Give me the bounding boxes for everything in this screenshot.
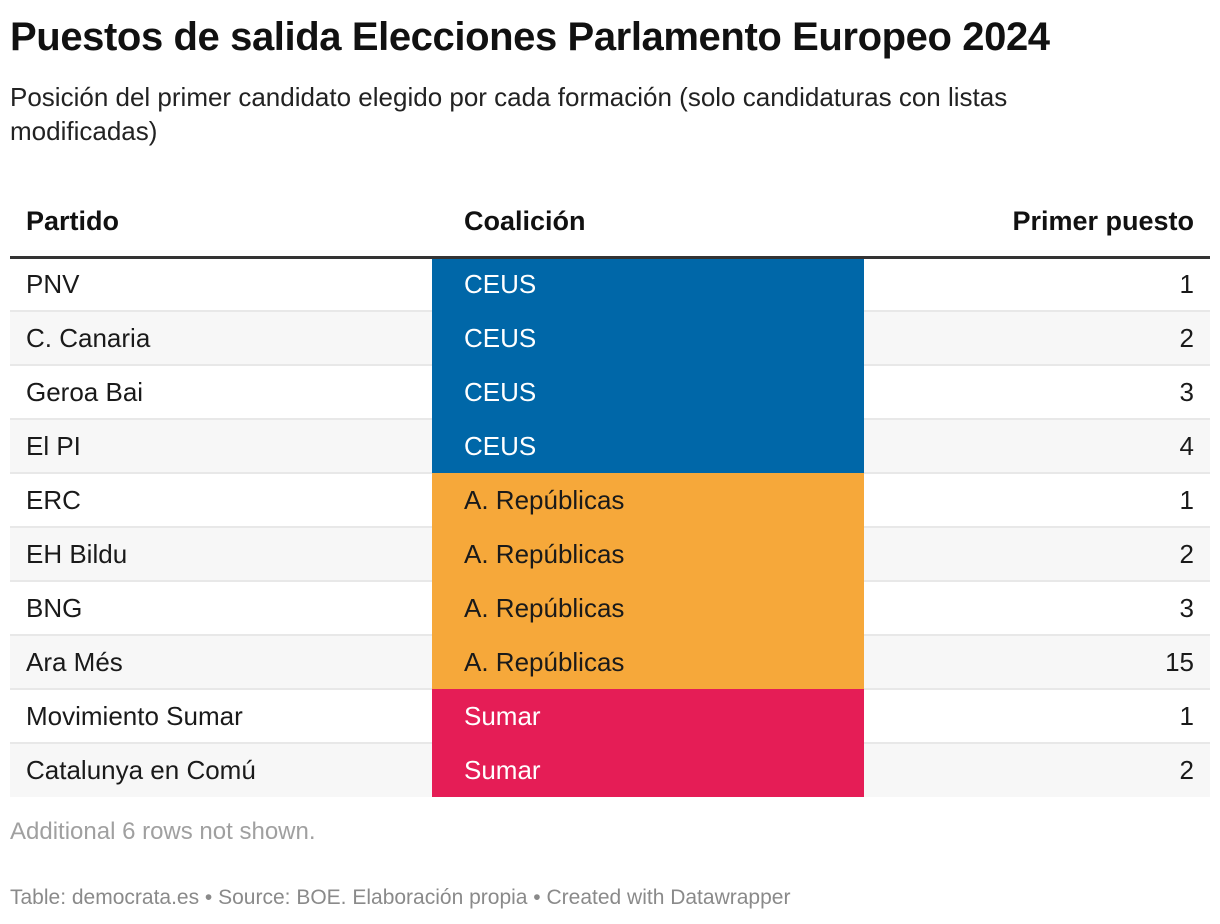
cell-coalicion: Sumar bbox=[432, 689, 864, 743]
cell-partido: EH Bildu bbox=[10, 527, 432, 582]
column-header-coalicion[interactable]: Coalición bbox=[432, 190, 864, 259]
cell-coalicion: A. Repúblicas bbox=[432, 581, 864, 635]
cell-coalicion: A. Repúblicas bbox=[432, 527, 864, 581]
table-row: EH Bildu A. Repúblicas 2 bbox=[10, 527, 1210, 582]
cell-partido: Ara Més bbox=[10, 635, 432, 690]
cell-primer-puesto: 2 bbox=[864, 311, 1210, 366]
table-row: El PI CEUS 4 bbox=[10, 419, 1210, 474]
header-row: Partido Coalición Primer puesto bbox=[10, 190, 1210, 259]
cell-partido: BNG bbox=[10, 581, 432, 636]
column-header-partido[interactable]: Partido bbox=[10, 190, 432, 259]
column-header-primer-puesto[interactable]: Primer puesto bbox=[864, 190, 1210, 259]
cell-partido: C. Canaria bbox=[10, 311, 432, 366]
table-body: PNV CEUS 1 C. Canaria CEUS 2 Geroa Bai CEUS 3 El … bbox=[10, 257, 1210, 797]
table-row: Catalunya en Comú Sumar 2 bbox=[10, 743, 1210, 797]
rows-hidden-note: Additional 6 rows not shown. bbox=[10, 818, 316, 845]
table-row: Geroa Bai CEUS 3 bbox=[10, 365, 1210, 420]
source-footer: Table: democrata.es • Source: BOE. Elabo… bbox=[10, 886, 791, 909]
cell-partido: Geroa Bai bbox=[10, 365, 432, 420]
cell-coalicion: CEUS bbox=[432, 257, 864, 311]
cell-primer-puesto: 4 bbox=[864, 419, 1210, 474]
table-row: PNV CEUS 1 bbox=[10, 257, 1210, 312]
cell-primer-puesto: 1 bbox=[864, 473, 1210, 528]
cell-partido: ERC bbox=[10, 473, 432, 528]
cell-coalicion: CEUS bbox=[432, 311, 864, 365]
cell-partido: PNV bbox=[10, 257, 432, 312]
cell-coalicion: A. Repúblicas bbox=[432, 473, 864, 527]
cell-partido: El PI bbox=[10, 419, 432, 474]
table-row: ERC A. Repúblicas 1 bbox=[10, 473, 1210, 528]
table-row: BNG A. Repúblicas 3 bbox=[10, 581, 1210, 636]
cell-primer-puesto: 3 bbox=[864, 365, 1210, 420]
cell-coalicion: A. Repúblicas bbox=[432, 635, 864, 689]
cell-primer-puesto: 1 bbox=[864, 257, 1210, 312]
table-row: Ara Més A. Repúblicas 15 bbox=[10, 635, 1210, 690]
chart-title: Puestos de salida Elecciones Parlamento … bbox=[10, 15, 1050, 59]
cell-coalicion: Sumar bbox=[432, 743, 864, 797]
cell-primer-puesto: 2 bbox=[864, 527, 1210, 582]
cell-coalicion: CEUS bbox=[432, 419, 864, 473]
cell-primer-puesto: 1 bbox=[864, 689, 1210, 744]
cell-partido: Catalunya en Comú bbox=[10, 743, 432, 797]
cell-primer-puesto: 3 bbox=[864, 581, 1210, 636]
table-row: C. Canaria CEUS 2 bbox=[10, 311, 1210, 366]
table-row: Movimiento Sumar Sumar 1 bbox=[10, 689, 1210, 744]
cell-partido: Movimiento Sumar bbox=[10, 689, 432, 744]
cell-primer-puesto: 2 bbox=[864, 743, 1210, 797]
chart-subtitle: Posición del primer candidato elegido po… bbox=[10, 82, 1008, 146]
data-table: Partido Coalición Primer puesto PNV CEUS 1… bbox=[10, 190, 1210, 797]
cell-coalicion: CEUS bbox=[432, 365, 864, 419]
cell-primer-puesto: 15 bbox=[864, 635, 1210, 690]
